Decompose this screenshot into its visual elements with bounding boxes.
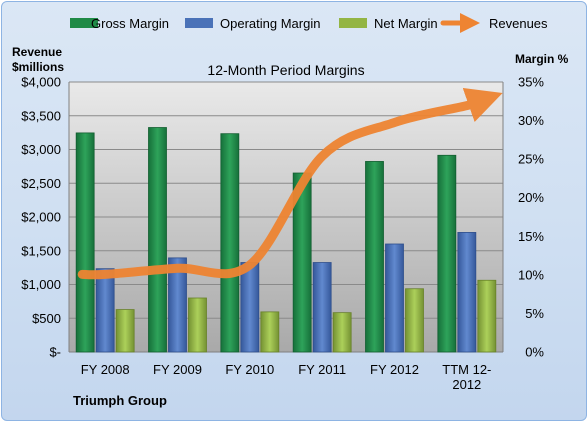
net-margin-bar [477, 279, 497, 353]
category-label: FY 2008 [81, 362, 130, 377]
legend-label-operating: Operating Margin [220, 16, 320, 31]
right-tick-label: 20% [518, 190, 544, 205]
left-axis-ticks: $- $500 $1,000 $1,500 $2,000 $2,500 $3,000 $3,5… [21, 75, 61, 360]
legend-label-revenues: Revenues [489, 16, 548, 31]
right-tick-label: 30% [518, 113, 544, 128]
left-tick-label: $- [49, 345, 61, 360]
left-tick-label: $3,500 [21, 108, 61, 123]
left-tick-label: $500 [32, 311, 61, 326]
operating-margin-bar [95, 268, 115, 353]
company-label: Triumph Group [73, 393, 167, 408]
category-label: FY 2010 [225, 362, 274, 377]
operating-margin-bar [240, 262, 260, 353]
right-axis-title: Margin % [515, 52, 569, 66]
net-margin-bar [115, 309, 135, 353]
left-axis-title-line2: $millions [12, 60, 64, 74]
net-margin-bar [260, 311, 280, 353]
chart-title: 12-Month Period Margins [207, 62, 364, 78]
operating-margin-bar [168, 257, 187, 353]
gross-margin-bar [292, 172, 312, 353]
category-label: 2012 [452, 377, 481, 392]
right-tick-label: 15% [518, 229, 544, 244]
operating-margin-bar [385, 243, 404, 353]
right-tick-label: 0% [525, 345, 544, 360]
legend-swatch-operating [185, 18, 213, 28]
left-tick-label: $2,500 [21, 176, 61, 191]
gross-margin-bar [365, 161, 384, 353]
category-label: FY 2012 [370, 362, 419, 377]
left-tick-label: $4,000 [21, 75, 61, 90]
revenue-line-group [77, 88, 503, 280]
net-margin-bar [405, 288, 424, 353]
bars-group [75, 127, 497, 353]
operating-margin-bar [312, 262, 332, 353]
revenue-line [77, 88, 503, 280]
net-margin-bar [332, 312, 352, 353]
right-tick-label: 10% [518, 267, 544, 282]
net-margin-bar [188, 297, 207, 353]
gross-margin-bar [75, 132, 95, 353]
legend-swatch-gross [70, 18, 98, 28]
gross-margin-bar [220, 133, 240, 353]
left-axis-title-line1: Revenue [12, 45, 62, 59]
category-label: TTM 12- [442, 362, 491, 377]
category-label: FY 2009 [153, 362, 202, 377]
right-axis-ticks: 0% 5% 10% 15% 20% 25% 30% 35% [518, 75, 544, 360]
right-tick-label: 25% [518, 152, 544, 167]
right-tick-label: 5% [525, 306, 544, 321]
legend-label-gross: Gross Margin [91, 16, 169, 31]
legend-label-net: Net Margin [374, 16, 438, 31]
grid-lines [68, 81, 504, 353]
gross-margin-bar [437, 154, 457, 353]
left-tick-label: $1,000 [21, 277, 61, 292]
legend: Gross Margin Operating Margin Net Margin… [70, 13, 548, 33]
right-tick-label: 35% [518, 75, 544, 90]
left-tick-label: $3,000 [21, 142, 61, 157]
category-label: FY 2011 [298, 362, 346, 377]
category-axis-labels: FY 2008 FY 2009 FY 2010 FY 2011 FY 2012 TTM 1… [81, 362, 492, 392]
left-tick-label: $2,000 [21, 210, 61, 225]
operating-margin-bar [457, 232, 477, 353]
gross-margin-bar [148, 127, 167, 353]
legend-swatch-net [339, 18, 367, 28]
left-tick-label: $1,500 [21, 243, 61, 258]
